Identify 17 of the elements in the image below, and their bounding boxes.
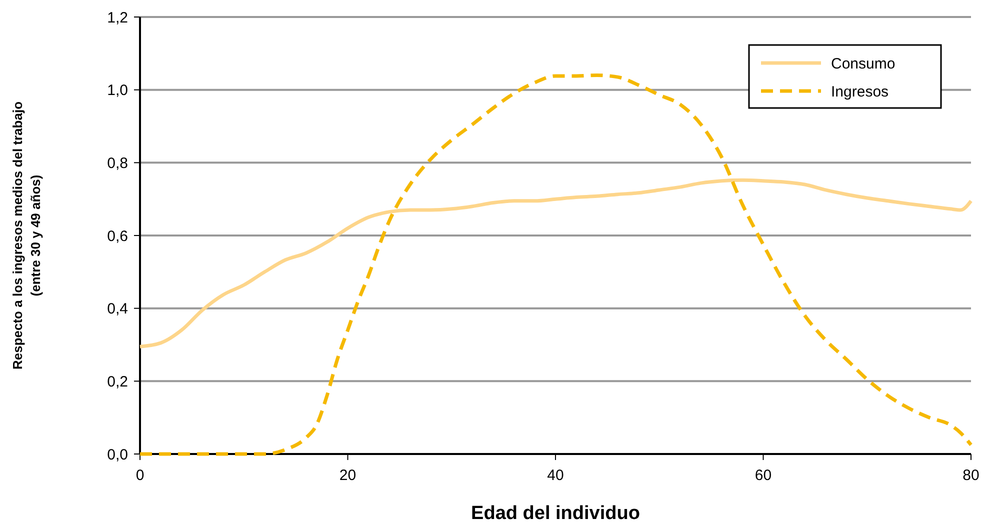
x-tick-label: 0 bbox=[136, 467, 144, 484]
x-tick-label: 20 bbox=[339, 467, 356, 484]
y-axis-title: Respecto a los ingresos medios del trabajo (entre 30 y 49 años) bbox=[10, 101, 43, 370]
x-tick-label: 60 bbox=[754, 467, 772, 484]
y-tick-label: 1,0 bbox=[107, 82, 128, 100]
y-tick-label: 1,2 bbox=[107, 9, 128, 26]
y-tick-label: 0,2 bbox=[107, 373, 128, 390]
x-tick-label: 40 bbox=[547, 467, 564, 484]
legend-label: Ingresos bbox=[831, 83, 889, 100]
y-tick-label: 0,4 bbox=[107, 300, 128, 318]
legend-label: Consumo bbox=[831, 55, 896, 72]
x-axis-title: Edad del individuo bbox=[471, 503, 640, 524]
y-tick-label: 0,6 bbox=[107, 228, 128, 245]
y-tick-label: 0,8 bbox=[107, 154, 128, 172]
x-tick-label: 80 bbox=[962, 467, 980, 484]
y-tick-label: 0,0 bbox=[107, 446, 128, 464]
line-series bbox=[138, 178, 973, 348]
